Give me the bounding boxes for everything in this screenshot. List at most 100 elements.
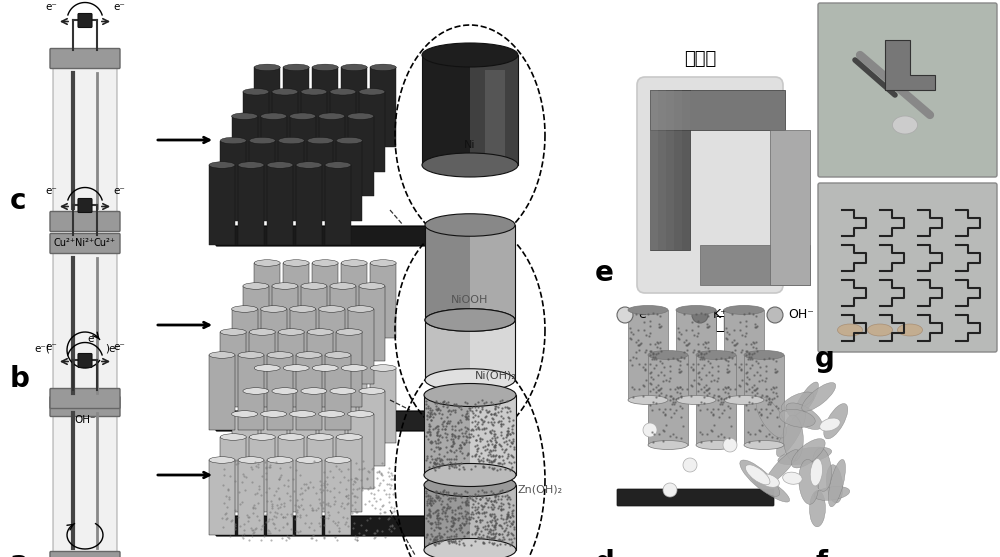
- Ellipse shape: [370, 64, 396, 71]
- Ellipse shape: [336, 138, 362, 144]
- Ellipse shape: [209, 352, 235, 358]
- Ellipse shape: [348, 411, 374, 417]
- Ellipse shape: [348, 306, 374, 312]
- Polygon shape: [290, 309, 316, 384]
- Polygon shape: [425, 225, 470, 320]
- Text: NiOOH: NiOOH: [451, 295, 489, 305]
- Ellipse shape: [744, 441, 784, 449]
- Ellipse shape: [220, 434, 246, 440]
- Polygon shape: [319, 414, 345, 489]
- Ellipse shape: [249, 329, 275, 335]
- Ellipse shape: [810, 458, 822, 486]
- Ellipse shape: [267, 352, 293, 358]
- Text: Cu²⁺: Cu²⁺: [94, 238, 116, 248]
- Ellipse shape: [422, 43, 518, 67]
- Ellipse shape: [319, 113, 345, 119]
- Ellipse shape: [232, 113, 258, 119]
- Polygon shape: [232, 309, 258, 384]
- Polygon shape: [359, 286, 385, 361]
- FancyBboxPatch shape: [50, 388, 120, 408]
- Text: e⁻: e⁻: [113, 2, 125, 12]
- Ellipse shape: [312, 260, 338, 266]
- Ellipse shape: [696, 441, 736, 449]
- Polygon shape: [283, 368, 309, 443]
- Ellipse shape: [301, 388, 327, 394]
- Polygon shape: [336, 437, 362, 512]
- Polygon shape: [254, 263, 280, 338]
- Ellipse shape: [249, 138, 275, 144]
- Text: OH⁻: OH⁻: [788, 309, 814, 321]
- Ellipse shape: [783, 415, 803, 461]
- Ellipse shape: [272, 89, 298, 95]
- Polygon shape: [330, 92, 356, 172]
- Ellipse shape: [628, 395, 668, 404]
- Polygon shape: [267, 460, 293, 535]
- Polygon shape: [232, 414, 258, 489]
- Ellipse shape: [745, 465, 770, 485]
- Polygon shape: [232, 116, 258, 196]
- Ellipse shape: [312, 365, 338, 372]
- Polygon shape: [238, 460, 264, 535]
- Polygon shape: [885, 40, 935, 90]
- Polygon shape: [744, 355, 784, 445]
- Ellipse shape: [283, 64, 309, 71]
- Ellipse shape: [422, 153, 518, 177]
- Ellipse shape: [814, 486, 850, 500]
- Polygon shape: [341, 263, 367, 338]
- Polygon shape: [312, 67, 338, 148]
- Ellipse shape: [267, 162, 293, 168]
- Polygon shape: [261, 116, 287, 196]
- Ellipse shape: [724, 305, 764, 315]
- Ellipse shape: [425, 309, 515, 331]
- Ellipse shape: [232, 411, 258, 417]
- Polygon shape: [209, 460, 235, 535]
- Ellipse shape: [724, 395, 764, 404]
- Ellipse shape: [786, 403, 822, 429]
- Ellipse shape: [341, 260, 367, 266]
- Text: Ni: Ni: [464, 140, 476, 150]
- Ellipse shape: [307, 329, 333, 335]
- Polygon shape: [278, 437, 304, 512]
- Ellipse shape: [809, 491, 825, 527]
- Text: e⁻: e⁻: [87, 334, 99, 344]
- Ellipse shape: [238, 162, 264, 168]
- Polygon shape: [648, 355, 688, 445]
- Text: Cu²⁺: Cu²⁺: [54, 238, 76, 248]
- Polygon shape: [325, 460, 351, 535]
- Circle shape: [692, 307, 708, 323]
- Ellipse shape: [648, 350, 688, 359]
- Polygon shape: [674, 90, 682, 250]
- Ellipse shape: [243, 89, 269, 95]
- Polygon shape: [336, 140, 362, 221]
- Ellipse shape: [765, 449, 798, 485]
- Polygon shape: [243, 286, 269, 361]
- Polygon shape: [249, 332, 275, 407]
- Text: Ni(OH)₂: Ni(OH)₂: [475, 370, 517, 380]
- Polygon shape: [666, 90, 674, 250]
- Polygon shape: [249, 437, 275, 512]
- Polygon shape: [696, 355, 736, 445]
- Ellipse shape: [336, 434, 362, 440]
- Circle shape: [617, 307, 633, 323]
- Text: K⁺: K⁺: [713, 309, 728, 321]
- Ellipse shape: [209, 162, 235, 168]
- Polygon shape: [370, 368, 396, 443]
- Ellipse shape: [370, 365, 396, 372]
- Text: Zn(OH)₂: Zn(OH)₂: [518, 485, 563, 495]
- Ellipse shape: [267, 457, 293, 463]
- Polygon shape: [301, 286, 327, 361]
- Text: 镳正极: 镳正极: [684, 50, 716, 68]
- FancyBboxPatch shape: [818, 3, 997, 177]
- Polygon shape: [470, 320, 515, 380]
- Polygon shape: [348, 414, 374, 489]
- FancyBboxPatch shape: [617, 489, 774, 506]
- Ellipse shape: [330, 388, 356, 394]
- Ellipse shape: [312, 64, 338, 71]
- Text: 锡负极: 锡负极: [714, 315, 746, 333]
- Text: e⁻: e⁻: [113, 187, 125, 197]
- Ellipse shape: [676, 305, 716, 315]
- Ellipse shape: [278, 138, 304, 144]
- Polygon shape: [307, 332, 333, 407]
- Polygon shape: [283, 67, 309, 148]
- Polygon shape: [312, 368, 338, 443]
